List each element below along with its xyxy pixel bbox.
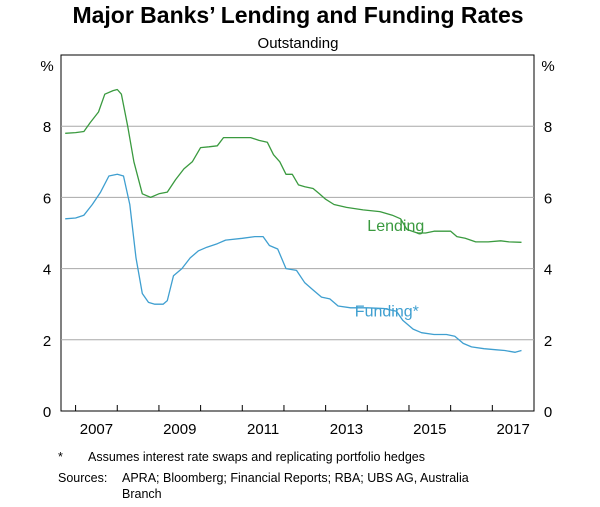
series-label-lending: Lending xyxy=(367,218,424,235)
plot-frame xyxy=(60,54,535,412)
y-unit-right: % xyxy=(541,58,554,75)
x-tick-2013: 2013 xyxy=(330,421,363,438)
y-tick-left-8: 8 xyxy=(43,119,51,136)
y-tick-left-0: 0 xyxy=(43,404,51,421)
y-tick-right-4: 4 xyxy=(544,262,552,279)
footnote-text: Assumes interest rate swaps and replicat… xyxy=(88,450,425,464)
chart-title: Major Banks’ Lending and Funding Rates xyxy=(72,2,523,28)
y-tick-left-6: 6 xyxy=(43,190,51,207)
series-layer xyxy=(65,88,522,353)
x-tick-2009: 2009 xyxy=(163,421,196,438)
axis-ticks: 0 0 2 2 4 4 6 6 8 8 2007 2009 2011 2013 2015 2017 xyxy=(43,119,552,438)
series-label-funding: Funding* xyxy=(355,304,419,321)
y-tick-left-4: 4 xyxy=(43,262,51,279)
y-tick-left-2: 2 xyxy=(43,333,51,350)
series-line-lending xyxy=(65,88,522,243)
sources-line-2: Branch xyxy=(122,487,162,501)
x-tick-2007: 2007 xyxy=(80,421,113,438)
chart-subtitle: Outstanding xyxy=(258,35,339,52)
y-tick-right-0: 0 xyxy=(544,404,552,421)
footnote-marker: * xyxy=(58,450,63,464)
sources-label: Sources: xyxy=(58,471,108,485)
y-unit-left: % xyxy=(40,58,53,75)
footnote: * Assumes interest rate swaps and replic… xyxy=(58,449,588,465)
y-tick-right-8: 8 xyxy=(544,119,552,136)
sources-line-1: APRA; Bloomberg; Financial Reports; RBA;… xyxy=(122,471,469,485)
sources: Sources: APRA; Bloomberg; Financial Repo… xyxy=(58,470,588,504)
y-tick-right-2: 2 xyxy=(544,333,552,350)
y-tick-right-6: 6 xyxy=(544,190,552,207)
series-labels: Lending Funding* xyxy=(355,218,424,320)
gridlines xyxy=(61,125,534,341)
x-tick-2017: 2017 xyxy=(496,421,529,438)
x-tick-2011: 2011 xyxy=(247,421,279,438)
x-tick-2015: 2015 xyxy=(413,421,446,438)
series-line-funding xyxy=(65,173,522,353)
